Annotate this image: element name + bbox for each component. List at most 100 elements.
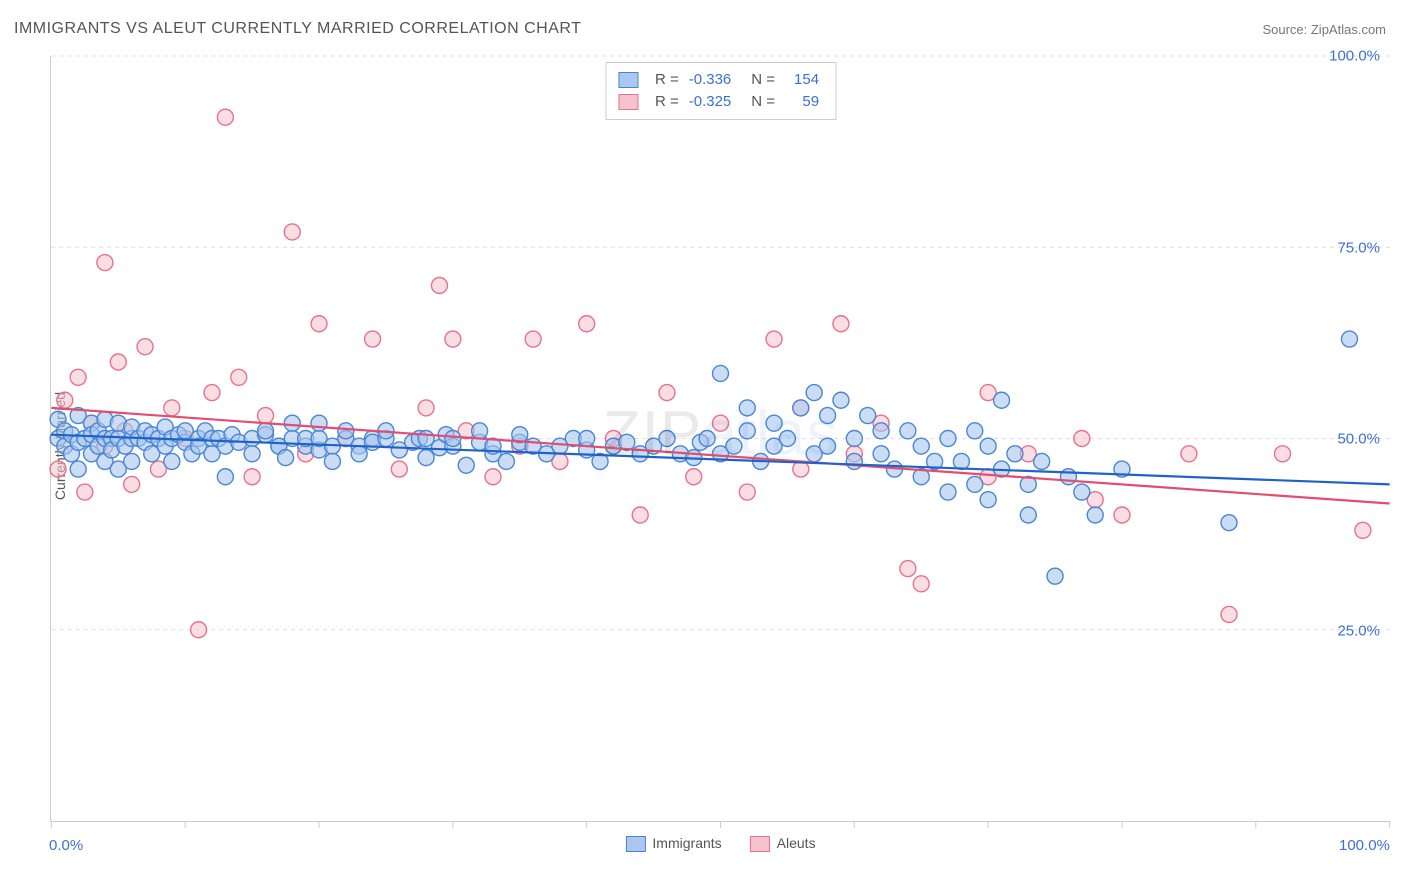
- r-label: R =: [655, 69, 679, 91]
- immigrants-point: [472, 423, 488, 439]
- n-label: N =: [751, 91, 775, 113]
- aleuts-point: [244, 469, 260, 485]
- n-label: N =: [751, 69, 775, 91]
- immigrants-point: [445, 431, 461, 447]
- immigrants-point: [713, 365, 729, 381]
- aleuts-point: [739, 484, 755, 500]
- immigrants-point: [980, 492, 996, 508]
- legend-swatch: [625, 836, 645, 852]
- immigrants-point: [846, 453, 862, 469]
- r-value: -0.325: [689, 91, 732, 113]
- immigrants-point: [900, 423, 916, 439]
- legend-swatch: [618, 72, 638, 88]
- immigrants-point: [284, 415, 300, 431]
- immigrants-point: [1060, 469, 1076, 485]
- immigrants-point: [1221, 515, 1237, 531]
- x-axis-label: 100.0%: [1339, 837, 1390, 854]
- source-label: Source: ZipAtlas.com: [1262, 22, 1386, 37]
- aleuts-point: [900, 561, 916, 577]
- immigrants-point: [244, 446, 260, 462]
- aleuts-point: [913, 576, 929, 592]
- aleuts-point: [1074, 431, 1090, 447]
- legend-label: Aleuts: [777, 835, 816, 851]
- aleuts-point: [164, 400, 180, 416]
- aleuts-point: [97, 255, 113, 271]
- aleuts-point: [579, 316, 595, 332]
- legend-item-immigrants: Immigrants: [625, 835, 721, 852]
- aleuts-point: [284, 224, 300, 240]
- aleuts-point: [686, 469, 702, 485]
- r-label: R =: [655, 91, 679, 113]
- n-value: 59: [785, 91, 819, 113]
- aleuts-point: [445, 331, 461, 347]
- immigrants-point: [1341, 331, 1357, 347]
- aleuts-point: [1114, 507, 1130, 523]
- legend-swatch: [618, 94, 638, 110]
- aleuts-point: [1221, 606, 1237, 622]
- immigrants-point: [873, 446, 889, 462]
- aleuts-point: [110, 354, 126, 370]
- immigrants-point: [278, 450, 294, 466]
- r-value: -0.336: [689, 69, 732, 91]
- immigrants-point: [164, 453, 180, 469]
- immigrants-point: [806, 385, 822, 401]
- chart-title: IMMIGRANTS VS ALEUT CURRENTLY MARRIED CO…: [14, 20, 581, 38]
- immigrants-point: [860, 408, 876, 424]
- immigrants-point: [820, 408, 836, 424]
- aleuts-point: [431, 278, 447, 294]
- immigrants-point: [351, 446, 367, 462]
- n-value: 154: [785, 69, 819, 91]
- immigrants-point: [217, 469, 233, 485]
- aleuts-point: [217, 109, 233, 125]
- immigrants-point: [311, 415, 327, 431]
- aleuts-point: [485, 469, 501, 485]
- correlation-row-aleuts: R = -0.325 N = 59: [618, 91, 819, 113]
- immigrants-point: [980, 438, 996, 454]
- immigrants-point: [766, 415, 782, 431]
- immigrants-point: [659, 431, 675, 447]
- aleuts-point: [258, 408, 274, 424]
- immigrants-point: [739, 423, 755, 439]
- immigrants-point: [418, 450, 434, 466]
- aleuts-point: [1275, 446, 1291, 462]
- immigrants-point: [873, 423, 889, 439]
- y-grid-label: 75.0%: [1337, 239, 1380, 256]
- aleuts-point: [632, 507, 648, 523]
- chart-svg: [51, 56, 1390, 821]
- immigrants-point: [1047, 568, 1063, 584]
- immigrants-point: [1007, 446, 1023, 462]
- aleuts-point: [659, 385, 675, 401]
- immigrants-point: [458, 457, 474, 473]
- immigrants-point: [1020, 507, 1036, 523]
- aleuts-point: [137, 339, 153, 355]
- plot-area: ZIPatlas R =-0.336N =154R =-0.325N =59 I…: [50, 56, 1390, 822]
- immigrants-point: [953, 453, 969, 469]
- immigrants-point: [1087, 507, 1103, 523]
- aleuts-point: [57, 392, 73, 408]
- immigrants-point: [124, 453, 140, 469]
- immigrants-point: [833, 392, 849, 408]
- immigrants-point: [820, 438, 836, 454]
- aleuts-point: [77, 484, 93, 500]
- aleuts-point: [311, 316, 327, 332]
- x-axis-label: 0.0%: [49, 837, 83, 854]
- immigrants-point: [779, 431, 795, 447]
- y-grid-label: 25.0%: [1337, 622, 1380, 639]
- immigrants-point: [793, 400, 809, 416]
- immigrants-point: [913, 438, 929, 454]
- immigrants-point: [1074, 484, 1090, 500]
- immigrants-point: [258, 423, 274, 439]
- immigrants-point: [940, 431, 956, 447]
- aleuts-point: [418, 400, 434, 416]
- aleuts-point: [525, 331, 541, 347]
- immigrants-point: [324, 453, 340, 469]
- immigrants-point: [338, 423, 354, 439]
- aleuts-point: [1355, 522, 1371, 538]
- immigrants-point: [846, 431, 862, 447]
- aleuts-point: [50, 461, 66, 477]
- legend-bottom: Immigrants Aleuts: [625, 835, 815, 852]
- immigrants-point: [726, 438, 742, 454]
- immigrants-point: [994, 392, 1010, 408]
- immigrants-point: [70, 461, 86, 477]
- aleuts-point: [1181, 446, 1197, 462]
